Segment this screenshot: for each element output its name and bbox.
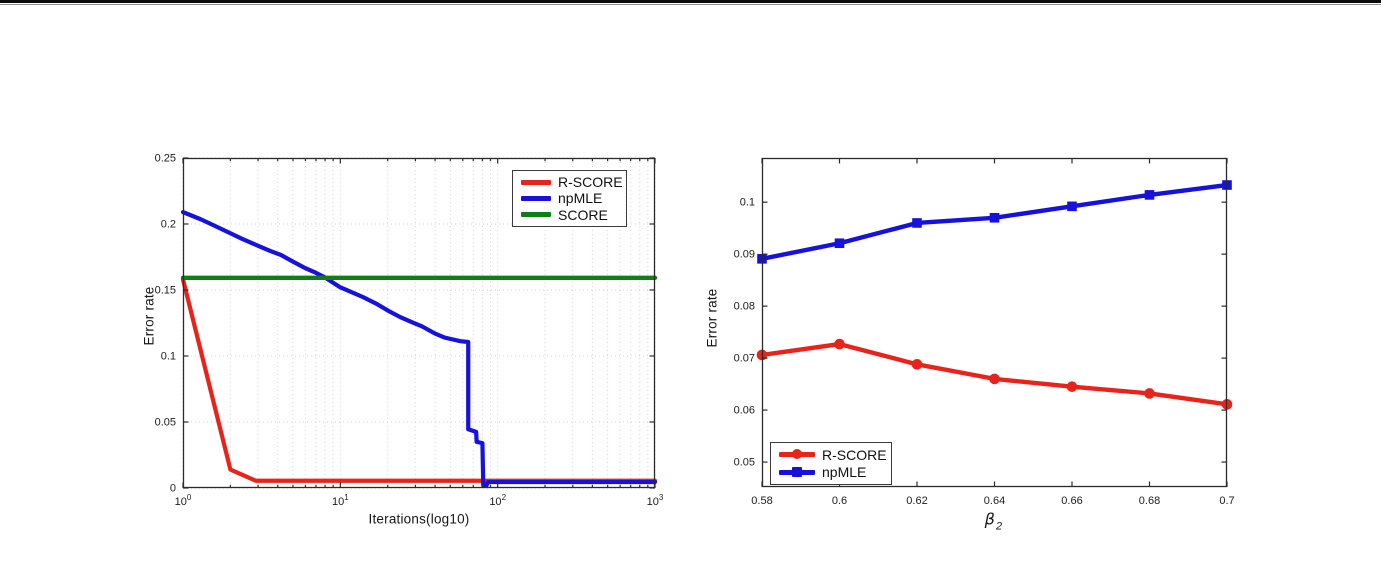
iterations-x-axis-label: Iterations(log10) [368,511,470,527]
beta2-plot-area: 0.58 0.6 0.62 0.64 0.66 0.68 0.7 0.05 0.06 0.07 0.… [734,157,1235,507]
x-tick-label: 0.6 [832,495,847,507]
page-top-rule [0,0,1381,3]
x-tick-label: 0.62 [906,495,927,507]
npmle-square-swatch [779,466,815,478]
beta2-y-axis-label: Error rate [704,288,720,348]
y-tick-label: 0.1 [740,197,755,209]
legend-label: R-SCORE [822,446,887,463]
x-tick-label: 0.58 [751,495,772,507]
iterations-legend: R-SCORE npMLE SCORE [512,170,627,227]
beta2-x-axis-label: β2 [984,509,1003,533]
legend-item-r-score: R-SCORE [779,447,887,463]
x-tick-label: 0.68 [1139,495,1160,507]
y-tick-label: 0 [170,483,176,495]
y-tick-label: 0.08 [734,301,755,313]
data-point-square [834,238,845,249]
legend-label: SCORE [558,206,608,223]
x-tick-label: 103 [647,493,664,508]
x-tick-label: 0.66 [1061,495,1082,507]
r-score-line-swatch [521,177,551,188]
y-tick-label: 0.07 [734,353,755,365]
legend-label: npMLE [822,464,867,481]
y-tick-label: 0.15 [155,285,176,297]
axis-box [182,157,656,489]
y-tick-label: 0.1 [161,351,176,363]
legend-item-npmle: npMLE [521,190,618,206]
legend-item-score: SCORE [521,207,618,223]
data-point-square [912,218,922,228]
y-tick-label: 0.05 [734,457,755,469]
data-point-square [1067,201,1077,212]
series-line-npmle [180,210,658,488]
y-tick-label: 0.25 [155,153,176,165]
x-tick-label: 100 [175,493,192,508]
legend-label: npMLE [558,190,603,207]
data-point-square [989,212,1000,223]
x-tick-label: 101 [332,493,349,508]
y-tick-label: 0.2 [161,219,176,231]
y-tick-label: 0.06 [734,405,755,417]
page-top-rule-shadow [0,4,1381,5]
y-tick-label: 0.09 [734,249,755,261]
axis-box [761,157,1228,488]
npmle-line-swatch [521,193,551,204]
r-score-circle-swatch [779,449,815,460]
data-point-circle [1144,388,1155,399]
score-line-swatch [521,209,551,220]
beta2-legend: R-SCORE npMLE [770,442,892,485]
data-point-circle [1066,381,1078,392]
iterations-plot-area: 100 101 102 103 0 0.05 0.1 0.15 0.2 0.25 [155,153,664,509]
legend-item-r-score: R-SCORE [521,174,623,190]
data-point-circle [834,338,845,350]
series-line-r-score [180,277,658,483]
beta-symbol: β [984,509,996,529]
y-tick-label: 0.05 [155,417,176,429]
beta-subscript: 2 [996,520,1003,533]
data-point-circle [989,373,1000,385]
x-tick-label: 0.7 [1219,495,1234,507]
data-point-square [1144,190,1155,200]
x-tick-label: 102 [489,493,506,508]
iterations-y-axis-label: Error rate [141,286,157,346]
legend-label: R-SCORE [558,174,623,191]
x-tick-label: 0.64 [984,495,1005,507]
legend-item-npmle: npMLE [779,464,883,480]
data-point-circle [911,359,923,370]
